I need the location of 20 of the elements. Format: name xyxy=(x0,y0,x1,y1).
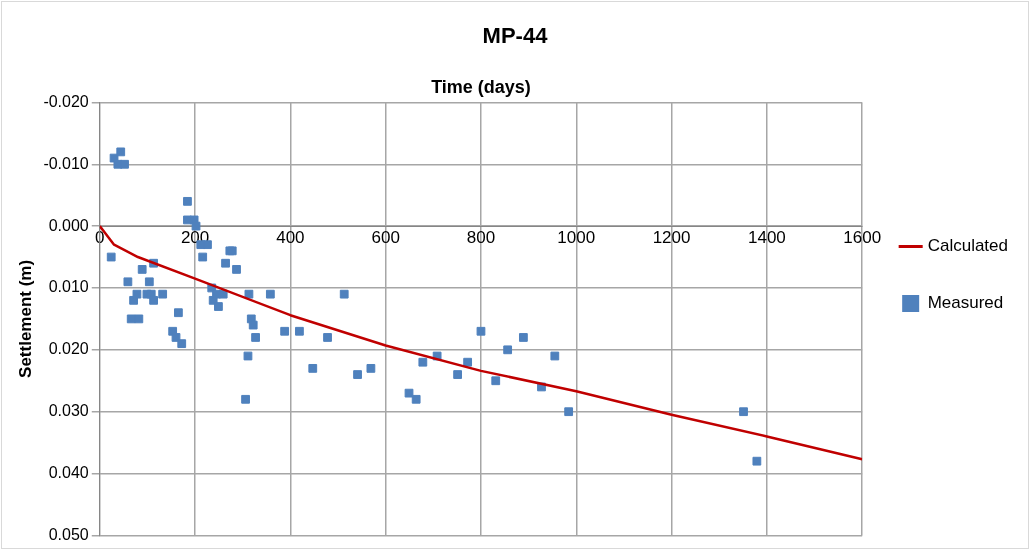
x-axis-title: Time (days) xyxy=(431,77,531,98)
y-tick-label: 0.010 xyxy=(48,278,89,296)
y-tick-label: 0.030 xyxy=(48,402,89,420)
x-tick-label: 600 xyxy=(371,228,400,247)
x-tick-label: 1400 xyxy=(747,228,786,247)
y-tick-label: 0.000 xyxy=(48,216,89,234)
y-tick-label: 0.020 xyxy=(48,340,89,358)
chart-title: MP-44 xyxy=(482,23,549,49)
x-tick-label: 1000 xyxy=(557,228,596,247)
y-tick-label: -0.010 xyxy=(43,154,89,172)
y-tick-label: -0.020 xyxy=(43,92,89,110)
y-axis-title: Settlement (m) xyxy=(15,259,35,378)
x-tick-label: 400 xyxy=(276,228,305,247)
y-tick-label: 0.050 xyxy=(48,525,89,543)
x-tick-label: 1600 xyxy=(843,228,882,247)
legend-label: Calculated xyxy=(927,236,1008,256)
legend-label: Measured xyxy=(927,293,1004,313)
y-tick-label: 0.040 xyxy=(48,463,89,481)
x-tick-label: 1200 xyxy=(652,228,691,247)
x-tick-label: 800 xyxy=(466,228,496,247)
